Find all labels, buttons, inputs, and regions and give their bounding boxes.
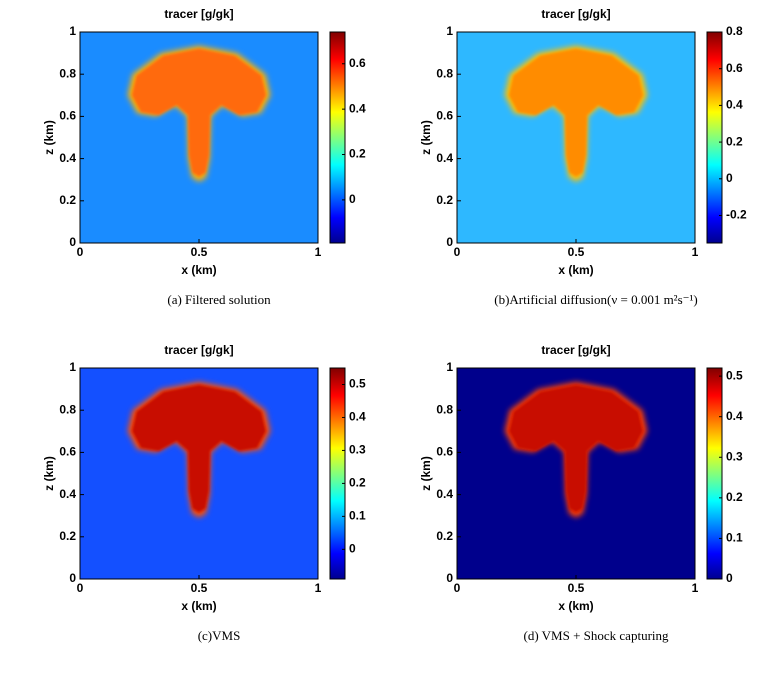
colorbar-tick-label: 0.4	[726, 98, 743, 112]
chart-title: tracer [g/gk]	[541, 343, 610, 357]
colorbar-tick-label: 0.4	[726, 409, 743, 423]
y-tick-label: 0.2	[436, 193, 453, 207]
x-tick-label: 0.5	[191, 581, 208, 595]
colorbar-tick-label: 0	[349, 542, 356, 556]
y-tick-label: 1	[69, 360, 76, 374]
chart-title: tracer [g/gk]	[164, 7, 233, 21]
colorbar-tick-label: 0.1	[349, 509, 366, 523]
colorbar-tick-label: 0	[726, 171, 733, 185]
y-tick-label: 1	[446, 360, 453, 374]
field	[457, 32, 695, 243]
colorbar-tick-label: 0.6	[349, 56, 366, 70]
field	[80, 368, 318, 579]
chart-title: tracer [g/gk]	[164, 343, 233, 357]
colorbar-tick-label: -0.2	[726, 208, 747, 222]
x-tick-label: 1	[692, 581, 699, 595]
colorbar-tick-label: 0.1	[726, 531, 743, 545]
y-axis-label: z (km)	[419, 120, 433, 155]
colorbar	[706, 31, 723, 244]
y-tick-label: 0	[69, 235, 76, 249]
x-tick-label: 0	[454, 245, 461, 259]
colorbar-tick-label: 0.8	[726, 24, 743, 38]
y-axis-label: z (km)	[42, 120, 56, 155]
colorbar	[706, 367, 723, 580]
y-tick-label: 0.8	[436, 402, 453, 416]
colorbar-tick-label: 0.4	[349, 101, 366, 115]
x-tick-label: 1	[692, 245, 699, 259]
y-tick-label: 0.2	[59, 529, 76, 543]
x-tick-label: 0	[77, 245, 84, 259]
y-tick-label: 0.8	[59, 66, 76, 80]
colorbar-tick-label: 0.5	[349, 377, 366, 391]
field	[457, 368, 695, 579]
colorbar-tick-label: 0	[349, 192, 356, 206]
x-axis-label: x (km)	[558, 263, 593, 277]
colorbar	[329, 367, 346, 580]
colorbar-tick-label: 0.2	[726, 134, 743, 148]
plume-core	[508, 384, 644, 513]
y-tick-label: 1	[446, 24, 453, 38]
chart-title: tracer [g/gk]	[541, 7, 610, 21]
y-tick-label: 0.8	[59, 402, 76, 416]
plume-core	[131, 48, 267, 177]
x-axis-label: x (km)	[558, 599, 593, 613]
colorbar-tick-label: 0.4	[349, 410, 366, 424]
colorbar-tick-label: 0.2	[349, 147, 366, 161]
x-tick-label: 0	[77, 581, 84, 595]
y-tick-label: 0.8	[436, 66, 453, 80]
y-tick-label: 0.4	[59, 487, 76, 501]
x-tick-label: 1	[315, 581, 322, 595]
y-tick-label: 0.6	[436, 445, 453, 459]
colorbar	[329, 31, 346, 244]
x-tick-label: 0.5	[191, 245, 208, 259]
y-tick-label: 0.4	[436, 487, 453, 501]
colorbar-tick-label: 0.6	[726, 61, 743, 75]
colorbar-tick-label: 0.3	[726, 449, 743, 463]
x-tick-label: 0	[454, 581, 461, 595]
x-tick-label: 0.5	[568, 581, 585, 595]
x-axis-label: x (km)	[181, 263, 216, 277]
caption: (d) VMS + Shock capturing	[523, 628, 669, 643]
y-axis-label: z (km)	[419, 456, 433, 491]
y-tick-label: 0.2	[59, 193, 76, 207]
plume-core	[508, 48, 644, 177]
y-axis-label: z (km)	[42, 456, 56, 491]
colorbar-tick-label: 0.3	[349, 443, 366, 457]
caption: (a) Filtered solution	[167, 292, 271, 307]
x-tick-label: 1	[315, 245, 322, 259]
plume-core	[131, 384, 267, 513]
caption: (c)VMS	[198, 628, 241, 643]
y-tick-label: 0.2	[436, 529, 453, 543]
caption: (b)Artificial diffusion(ν = 0.001 m²s⁻¹)	[494, 292, 697, 307]
field	[80, 32, 318, 243]
y-tick-label: 0.6	[59, 445, 76, 459]
y-tick-label: 0	[69, 571, 76, 585]
y-tick-label: 0	[446, 571, 453, 585]
y-tick-label: 1	[69, 24, 76, 38]
colorbar-tick-label: 0.5	[726, 368, 743, 382]
colorbar-tick-label: 0.2	[726, 490, 743, 504]
colorbar-tick-label: 0.2	[349, 476, 366, 490]
y-tick-label: 0.4	[436, 151, 453, 165]
y-tick-label: 0.6	[59, 109, 76, 123]
y-tick-label: 0	[446, 235, 453, 249]
y-tick-label: 0.6	[436, 109, 453, 123]
x-axis-label: x (km)	[181, 599, 216, 613]
x-tick-label: 0.5	[568, 245, 585, 259]
y-tick-label: 0.4	[59, 151, 76, 165]
colorbar-tick-label: 0	[726, 571, 733, 585]
